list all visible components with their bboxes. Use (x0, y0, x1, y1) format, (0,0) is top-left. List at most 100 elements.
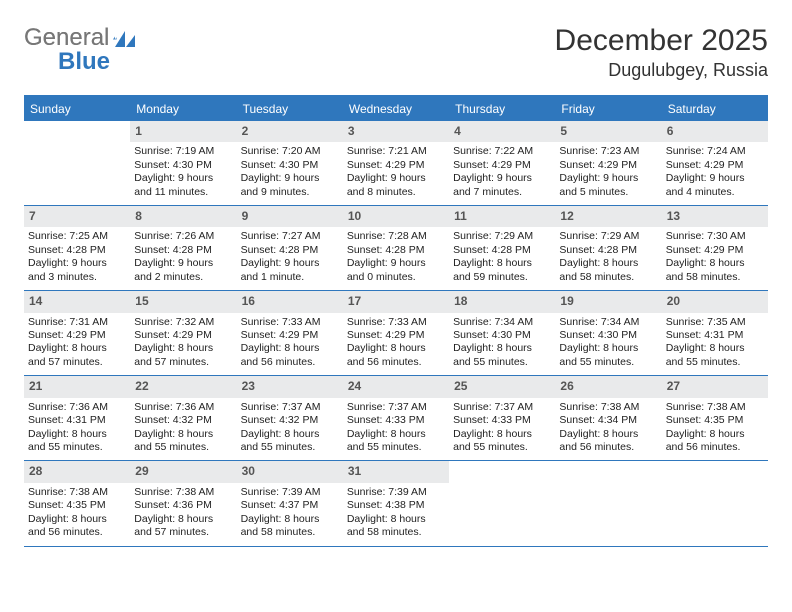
day-cell: 26Sunrise: 7:38 AMSunset: 4:34 PMDayligh… (555, 376, 661, 460)
daylight2-text: and 58 minutes. (666, 271, 764, 284)
daylight1-text: Daylight: 9 hours (559, 172, 657, 185)
daylight1-text: Daylight: 8 hours (241, 342, 339, 355)
sunset-text: Sunset: 4:30 PM (241, 159, 339, 172)
daylight1-text: Daylight: 8 hours (347, 513, 445, 526)
daylight2-text: and 56 minutes. (241, 356, 339, 369)
daylight2-text: and 58 minutes. (559, 271, 657, 284)
dow-thursday: Thursday (449, 97, 555, 121)
calendar-grid: Sunday Monday Tuesday Wednesday Thursday… (24, 95, 768, 547)
dow-tuesday: Tuesday (237, 97, 343, 121)
sunset-text: Sunset: 4:28 PM (559, 244, 657, 257)
sunrise-text: Sunrise: 7:34 AM (559, 316, 657, 329)
day-number: 18 (449, 291, 555, 312)
daylight2-text: and 57 minutes. (134, 526, 232, 539)
day-cell: 23Sunrise: 7:37 AMSunset: 4:32 PMDayligh… (237, 376, 343, 460)
day-cell: 15Sunrise: 7:32 AMSunset: 4:29 PMDayligh… (130, 291, 236, 375)
daylight1-text: Daylight: 8 hours (28, 428, 126, 441)
day-number: 12 (555, 206, 661, 227)
day-cell: 24Sunrise: 7:37 AMSunset: 4:33 PMDayligh… (343, 376, 449, 460)
day-number: 15 (130, 291, 236, 312)
day-number: 5 (555, 121, 661, 142)
day-number: 31 (343, 461, 449, 482)
day-number: 25 (449, 376, 555, 397)
day-cell: 31Sunrise: 7:39 AMSunset: 4:38 PMDayligh… (343, 461, 449, 545)
day-cell: 2Sunrise: 7:20 AMSunset: 4:30 PMDaylight… (237, 121, 343, 205)
day-cell: 11Sunrise: 7:29 AMSunset: 4:28 PMDayligh… (449, 206, 555, 290)
sunset-text: Sunset: 4:32 PM (134, 414, 232, 427)
sunset-text: Sunset: 4:30 PM (134, 159, 232, 172)
day-cell: 3Sunrise: 7:21 AMSunset: 4:29 PMDaylight… (343, 121, 449, 205)
daylight2-text: and 0 minutes. (347, 271, 445, 284)
daylight1-text: Daylight: 8 hours (666, 257, 764, 270)
sunrise-text: Sunrise: 7:22 AM (453, 145, 551, 158)
week-row: 1Sunrise: 7:19 AMSunset: 4:30 PMDaylight… (24, 121, 768, 206)
daylight2-text: and 58 minutes. (347, 526, 445, 539)
sunset-text: Sunset: 4:29 PM (453, 159, 551, 172)
daylight1-text: Daylight: 8 hours (241, 428, 339, 441)
daylight1-text: Daylight: 8 hours (453, 257, 551, 270)
daylight1-text: Daylight: 9 hours (347, 172, 445, 185)
sunset-text: Sunset: 4:29 PM (28, 329, 126, 342)
daylight1-text: Daylight: 8 hours (28, 513, 126, 526)
sunset-text: Sunset: 4:34 PM (559, 414, 657, 427)
day-cell: 16Sunrise: 7:33 AMSunset: 4:29 PMDayligh… (237, 291, 343, 375)
day-number: 11 (449, 206, 555, 227)
sunset-text: Sunset: 4:31 PM (666, 329, 764, 342)
day-number: 4 (449, 121, 555, 142)
day-cell: 29Sunrise: 7:38 AMSunset: 4:36 PMDayligh… (130, 461, 236, 545)
day-number: 7 (24, 206, 130, 227)
daylight1-text: Daylight: 8 hours (28, 342, 126, 355)
daylight1-text: Daylight: 8 hours (347, 342, 445, 355)
daylight1-text: Daylight: 9 hours (28, 257, 126, 270)
daylight2-text: and 55 minutes. (453, 356, 551, 369)
day-cell (24, 121, 130, 205)
title-block: December 2025 Dugulubgey, Russia (555, 24, 768, 81)
sunrise-text: Sunrise: 7:33 AM (347, 316, 445, 329)
sunrise-text: Sunrise: 7:37 AM (453, 401, 551, 414)
daylight1-text: Daylight: 9 hours (666, 172, 764, 185)
daylight1-text: Daylight: 8 hours (134, 342, 232, 355)
day-cell: 27Sunrise: 7:38 AMSunset: 4:35 PMDayligh… (662, 376, 768, 460)
sunset-text: Sunset: 4:28 PM (241, 244, 339, 257)
daylight2-text: and 55 minutes. (559, 356, 657, 369)
daylight1-text: Daylight: 8 hours (453, 428, 551, 441)
sunset-text: Sunset: 4:33 PM (453, 414, 551, 427)
day-cell: 5Sunrise: 7:23 AMSunset: 4:29 PMDaylight… (555, 121, 661, 205)
daylight1-text: Daylight: 8 hours (347, 428, 445, 441)
day-cell: 7Sunrise: 7:25 AMSunset: 4:28 PMDaylight… (24, 206, 130, 290)
sunrise-text: Sunrise: 7:39 AM (347, 486, 445, 499)
day-number: 23 (237, 376, 343, 397)
week-row: 7Sunrise: 7:25 AMSunset: 4:28 PMDaylight… (24, 206, 768, 291)
day-cell: 30Sunrise: 7:39 AMSunset: 4:37 PMDayligh… (237, 461, 343, 545)
day-number: 17 (343, 291, 449, 312)
day-number: 10 (343, 206, 449, 227)
sunrise-text: Sunrise: 7:27 AM (241, 230, 339, 243)
dow-sunday: Sunday (24, 97, 130, 121)
dow-friday: Friday (555, 97, 661, 121)
daylight2-text: and 2 minutes. (134, 271, 232, 284)
day-cell: 18Sunrise: 7:34 AMSunset: 4:30 PMDayligh… (449, 291, 555, 375)
sunset-text: Sunset: 4:31 PM (28, 414, 126, 427)
daylight2-text: and 9 minutes. (241, 186, 339, 199)
sunrise-text: Sunrise: 7:36 AM (28, 401, 126, 414)
day-number: 1 (130, 121, 236, 142)
dow-monday: Monday (130, 97, 236, 121)
daylight1-text: Daylight: 8 hours (559, 428, 657, 441)
daylight2-text: and 7 minutes. (453, 186, 551, 199)
day-number: 8 (130, 206, 236, 227)
daylight1-text: Daylight: 9 hours (347, 257, 445, 270)
day-cell: 10Sunrise: 7:28 AMSunset: 4:28 PMDayligh… (343, 206, 449, 290)
day-cell (662, 461, 768, 545)
sunset-text: Sunset: 4:28 PM (134, 244, 232, 257)
daylight1-text: Daylight: 8 hours (559, 257, 657, 270)
day-number: 22 (130, 376, 236, 397)
sunrise-text: Sunrise: 7:33 AM (241, 316, 339, 329)
day-number: 14 (24, 291, 130, 312)
sunrise-text: Sunrise: 7:35 AM (666, 316, 764, 329)
day-cell: 8Sunrise: 7:26 AMSunset: 4:28 PMDaylight… (130, 206, 236, 290)
sunrise-text: Sunrise: 7:38 AM (28, 486, 126, 499)
sunset-text: Sunset: 4:29 PM (347, 329, 445, 342)
day-cell: 1Sunrise: 7:19 AMSunset: 4:30 PMDaylight… (130, 121, 236, 205)
daylight1-text: Daylight: 8 hours (453, 342, 551, 355)
daylight1-text: Daylight: 8 hours (666, 428, 764, 441)
